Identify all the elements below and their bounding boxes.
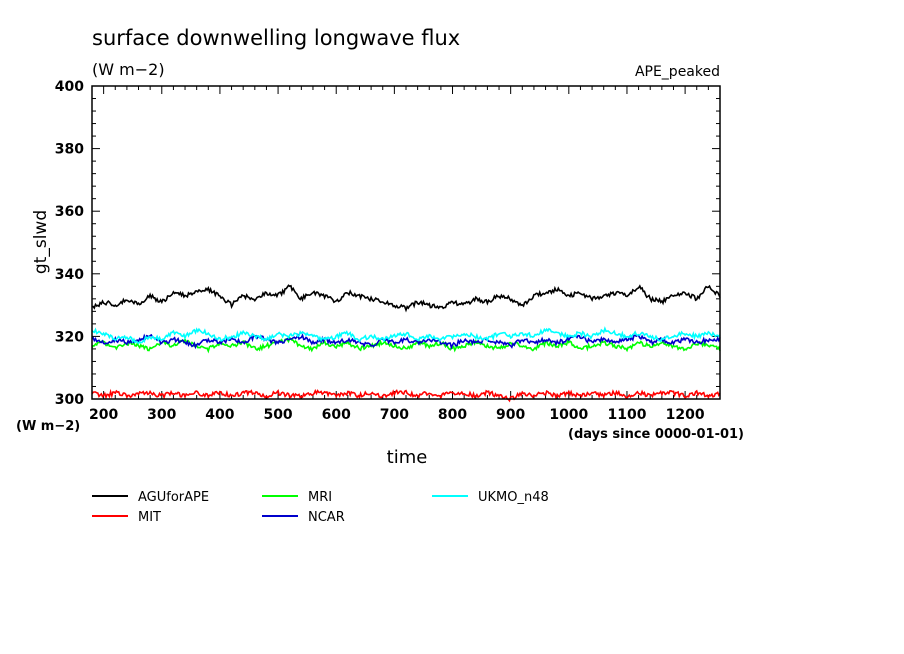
- x-tick-label: 400: [205, 407, 234, 423]
- legend-label: NCAR: [308, 510, 345, 525]
- legend-label: MIT: [138, 510, 161, 525]
- series-line-ukmo_n48: [91, 326, 721, 345]
- x-tick-label: 200: [89, 407, 118, 423]
- chart-title: surface downwelling longwave flux: [92, 26, 460, 50]
- x-tick-label: 1000: [549, 407, 588, 423]
- chart-units: (W m−2): [92, 60, 165, 79]
- series-line-mit: [91, 388, 721, 403]
- series-line-aguforape: [91, 284, 721, 313]
- y-tick-label: 360: [55, 204, 84, 220]
- x-tick-label: 1200: [666, 407, 705, 423]
- legend: AGUforAPE MIT MRI NCAR UKMO_n48: [92, 490, 549, 525]
- legend-label: UKMO_n48: [478, 490, 549, 505]
- x-tick-label: 800: [438, 407, 467, 423]
- legend-label: MRI: [308, 490, 332, 505]
- x-tick-label: 500: [263, 407, 292, 423]
- y-tick-label: 320: [55, 329, 84, 345]
- y-axis-units: (W m−2): [16, 419, 80, 434]
- x-tick-label: 1100: [607, 407, 646, 423]
- series-line-ncar: [91, 333, 721, 350]
- y-axis: 300 320 340 360 380 400: [55, 79, 720, 408]
- plot-series: [91, 284, 721, 403]
- x-axis-units: (days since 0000-01-01): [568, 427, 744, 442]
- x-tick-label: 700: [380, 407, 409, 423]
- y-tick-label: 380: [55, 142, 84, 158]
- x-tick-label: 600: [322, 407, 351, 423]
- x-axis: 200 300 400 500 600 700 800 900 1000 1100 1200: [89, 86, 721, 423]
- x-tick-label: 300: [147, 407, 176, 423]
- x-axis-label: time: [387, 447, 428, 468]
- x-tick-label: 900: [496, 407, 525, 423]
- plot-frame: [91, 85, 721, 400]
- y-tick-label: 300: [55, 392, 84, 408]
- y-tick-label: 400: [55, 79, 84, 95]
- legend-label: AGUforAPE: [138, 490, 209, 505]
- run-label: APE_peaked: [635, 64, 720, 80]
- y-axis-label: gt_slwd: [31, 210, 51, 274]
- y-tick-label: 340: [55, 267, 84, 283]
